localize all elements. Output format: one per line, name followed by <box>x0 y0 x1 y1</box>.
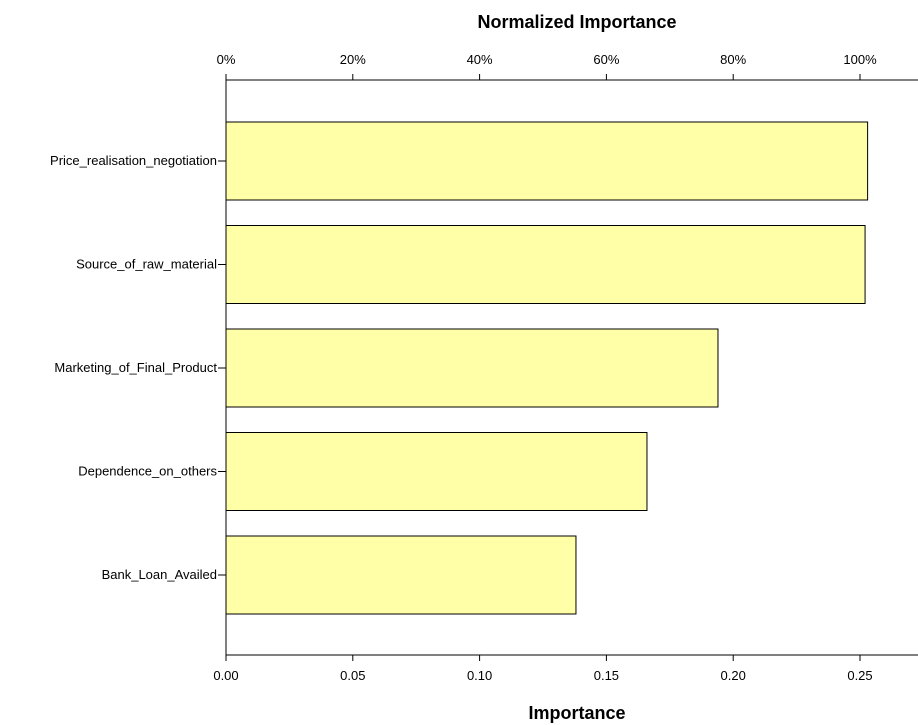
top-axis-tick-label: 100% <box>843 52 877 67</box>
top-axis-tick-label: 80% <box>720 52 746 67</box>
top-axis-tick-label: 0% <box>217 52 236 67</box>
bottom-axis-tick-label: 0.15 <box>594 668 619 683</box>
category-label: Marketing_of_Final_Product <box>54 360 217 375</box>
category-label: Source_of_raw_material <box>76 257 217 272</box>
plot-area: 0% 20% 40% 60% 80% 100% 0.00 0.05 0.10 0.15 0.20 0.… <box>50 52 918 683</box>
bottom-axis-tick-label: 0.20 <box>721 668 746 683</box>
category-label: Price_realisation_negotiation <box>50 153 217 168</box>
bottom-axis-tick-label: 0.00 <box>213 668 238 683</box>
top-axis-title: Normalized Importance <box>477 12 676 32</box>
category-label: Dependence_on_others <box>78 464 217 479</box>
bar <box>225 121 869 201</box>
bar <box>225 225 866 304</box>
bar <box>225 535 577 615</box>
category-label: Bank_Loan_Availed <box>102 567 217 582</box>
bottom-axis-tick-label: 0.05 <box>340 668 365 683</box>
top-axis-tick-label: 20% <box>340 52 366 67</box>
bottom-axis-tick-label: 0.10 <box>467 668 492 683</box>
bottom-axis-title: Importance <box>528 703 625 723</box>
bar <box>225 328 719 408</box>
top-axis-tick-label: 60% <box>593 52 619 67</box>
bar <box>225 432 648 511</box>
top-axis-tick-label: 40% <box>467 52 493 67</box>
bottom-axis-tick-label: 0.25 <box>847 668 872 683</box>
